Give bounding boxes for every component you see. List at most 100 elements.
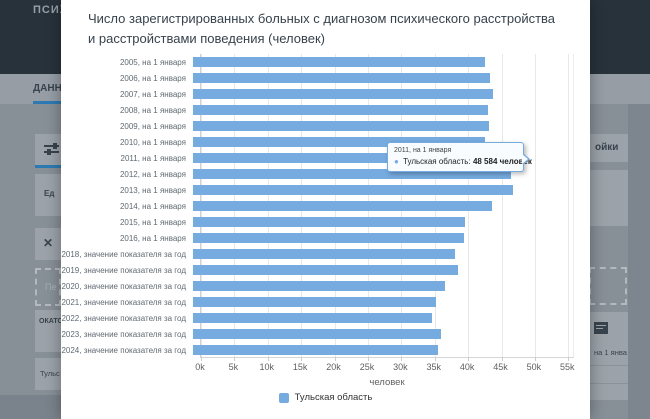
region-row[interactable]: Тульс [35, 358, 61, 390]
category-label: 2022, значение показателя за год [61, 313, 186, 323]
x-tick-label: 10k [259, 362, 275, 372]
drop-zone[interactable]: Пе [35, 268, 61, 306]
right-drop-zone[interactable] [589, 267, 627, 305]
category-label: 2024, значение показателя за год [61, 345, 186, 355]
tooltip-header: 2011, на 1 января [394, 147, 452, 154]
bar-2024[interactable] [193, 345, 439, 355]
bar-track [193, 342, 567, 358]
bar-2010[interactable] [193, 137, 486, 147]
bar-2007[interactable] [193, 89, 493, 99]
series-marker-icon: ● [394, 157, 399, 166]
bar-2021[interactable] [193, 297, 437, 307]
settings-button[interactable]: ойки [588, 134, 628, 162]
x-tick-label: 5k [228, 362, 239, 372]
divider [588, 365, 628, 366]
divider [588, 383, 628, 384]
bar-2011[interactable] [193, 153, 518, 163]
category-label: 2006, на 1 января [119, 73, 186, 83]
tooltip: 2011, на 1 января ● Тульская область: 48… [387, 142, 532, 172]
bar-track [193, 326, 567, 342]
tooltip-series-label: Тульская область: [403, 157, 471, 166]
category-label: 2020, значение показателя за год [61, 281, 186, 291]
bar-2006[interactable] [193, 73, 491, 83]
bar-2023[interactable] [193, 329, 442, 339]
chart-row: 2008, на 1 января [61, 102, 574, 118]
unit-label: Ед [44, 189, 55, 198]
bar-2019[interactable] [193, 265, 458, 275]
category-label: 2023, значение показателя за год [61, 329, 186, 339]
chart-row: 2007, на 1 января [61, 86, 574, 102]
x-tick-label: 45k [493, 362, 508, 372]
bar-2005[interactable] [193, 57, 486, 67]
clear-button[interactable]: ✕ [35, 228, 61, 260]
x-tick-label: 20k [326, 362, 341, 372]
x-axis: 0k 5k 10k 15k 20k 25k 30k 35k 40k 45k 50k 55k [61, 362, 590, 374]
chart-row: 2022, значение показателя за год [61, 310, 574, 326]
bar-track [193, 278, 567, 294]
bar-track [193, 230, 567, 246]
category-label: 2005, на 1 января [119, 57, 186, 67]
chart-row: 2024, значение показателя за год [61, 342, 574, 358]
bar-track [193, 310, 567, 326]
category-label: 2015, на 1 января [119, 217, 186, 227]
category-label: 2013, на 1 января [119, 185, 186, 195]
period-label: на 1 янва [594, 348, 627, 357]
table-icon [594, 322, 608, 334]
bar-2009[interactable] [193, 121, 489, 131]
bar-track [193, 134, 567, 150]
bar-track [193, 118, 567, 134]
bar-2020[interactable] [193, 281, 446, 291]
active-tab-underline [33, 101, 73, 104]
bar-track [193, 70, 567, 86]
bar-track [193, 198, 567, 214]
category-label: 2007, на 1 января [119, 89, 186, 99]
bar-2012[interactable] [193, 169, 511, 179]
unit-card[interactable]: Ед [35, 174, 61, 216]
x-axis-title: человек [369, 377, 405, 388]
chart-row: 2021, значение показателя за год [61, 294, 574, 310]
region-row-label: Тульс [40, 369, 60, 378]
category-label: 2021, значение показателя за год [61, 297, 186, 307]
chart-row: 2010, на 1 января [61, 134, 574, 150]
okato-card[interactable]: ОКАТО [35, 310, 61, 352]
bar-2015[interactable] [193, 217, 466, 227]
chart-row: 2011, на 1 января [61, 150, 574, 166]
tooltip-value: 48 584 человек [472, 157, 532, 166]
category-label: 2010, на 1 января [119, 137, 186, 147]
settings-label: ойки [595, 142, 619, 153]
chart-row: 2020, значение показателя за год [61, 278, 574, 294]
chart-row: 2006, на 1 января [61, 70, 574, 86]
bar-track [193, 262, 567, 278]
bar-track [193, 166, 567, 182]
category-label: 2009, на 1 января [119, 121, 186, 131]
bar-2008[interactable] [193, 105, 488, 115]
bar-2013[interactable] [193, 185, 513, 195]
x-tick-label: 35k [426, 362, 441, 372]
chart-rows: 2005, на 1 января 2006, на 1 января 2007, … [61, 54, 574, 358]
x-tick-label: 50k [526, 362, 542, 372]
chart-row: 2019, значение показателя за год [61, 262, 574, 278]
close-icon: ✕ [43, 236, 54, 250]
category-label: 2016, на 1 января [119, 233, 186, 243]
bar-2014[interactable] [193, 201, 492, 211]
chart-title: Число зарегистрированных больных с диагн… [88, 11, 556, 47]
chart-row: 2014, на 1 января [61, 198, 574, 214]
filters-button[interactable] [35, 134, 61, 165]
category-label: 2018, значение показателя за год [61, 249, 186, 259]
bar-track [193, 102, 567, 118]
bar-track [193, 294, 567, 310]
chart-row: 2016, на 1 января [61, 230, 574, 246]
bar-track [193, 214, 567, 230]
category-label: 2014, на 1 января [119, 201, 186, 211]
sliders-icon [44, 143, 59, 155]
period-list-card[interactable]: на 1 янва [588, 312, 628, 400]
bar-2016[interactable] [193, 233, 465, 243]
tab-data[interactable]: ДАНН [33, 83, 62, 94]
chart-row: 2013, на 1 января [61, 182, 574, 198]
app-title: ПСИХ [33, 4, 69, 16]
bar-2022[interactable] [193, 313, 432, 323]
chart-row: 2012, на 1 января [61, 166, 574, 182]
bar-2018[interactable] [193, 249, 456, 259]
legend[interactable]: Тульская область [61, 392, 590, 403]
